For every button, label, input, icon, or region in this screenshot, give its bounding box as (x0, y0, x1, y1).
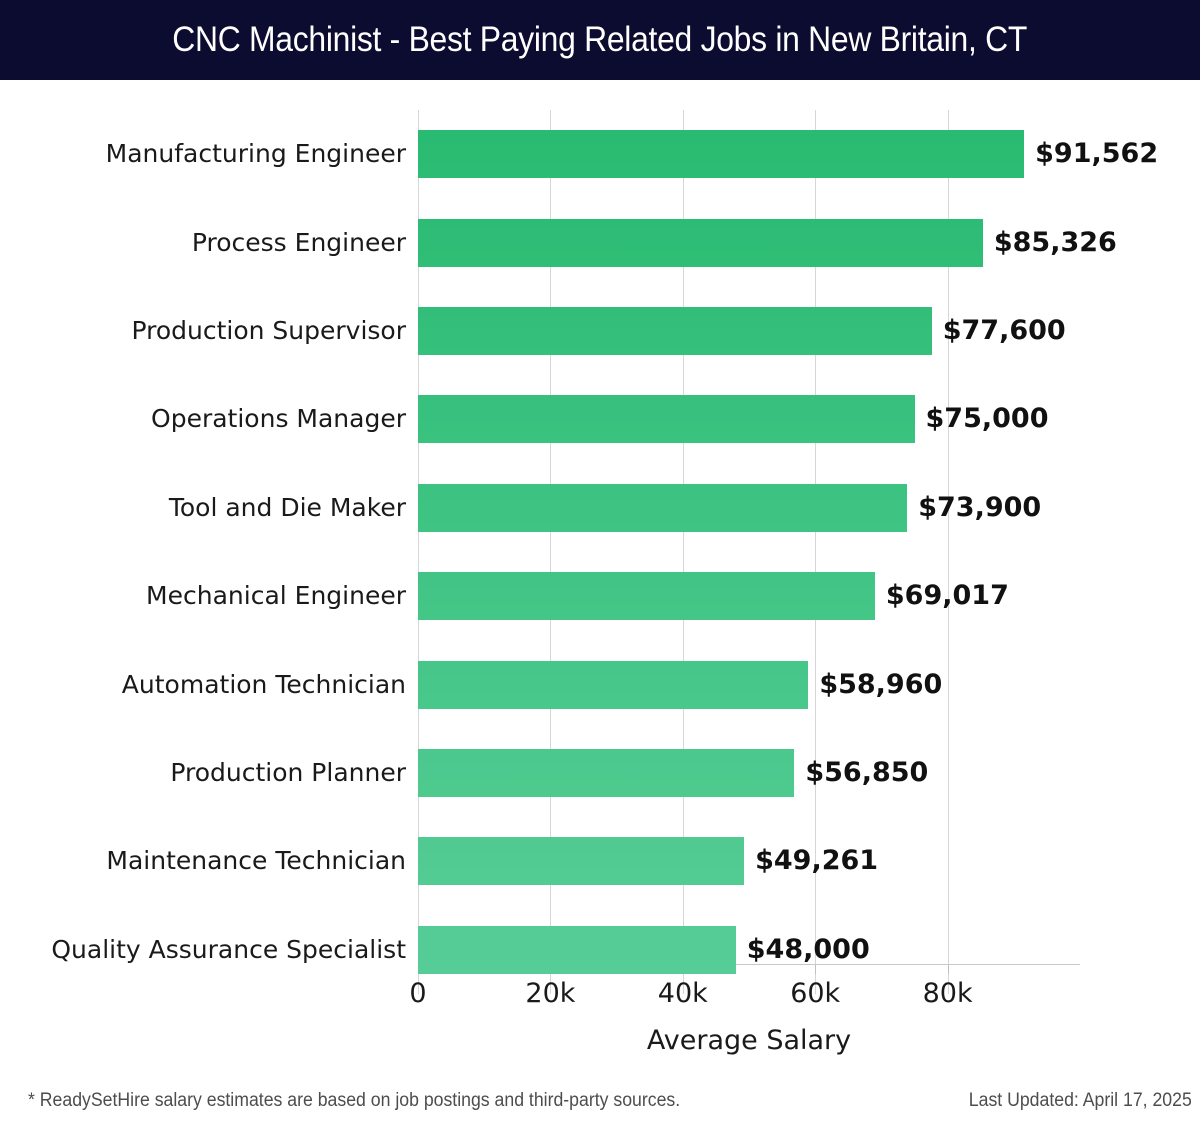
y-axis-category-label: Manufacturing Engineer (105, 139, 406, 169)
bar-value-label: $48,000 (746, 933, 870, 965)
chart-header-bar: CNC Machinist - Best Paying Related Jobs… (0, 0, 1200, 80)
bar[interactable] (418, 218, 983, 267)
gridline (947, 110, 949, 994)
y-axis-category-label: Production Planner (170, 758, 406, 787)
gridline (682, 110, 684, 994)
bar[interactable] (418, 572, 875, 621)
bar[interactable] (418, 925, 736, 974)
x-axis-tick-label: 20k (525, 978, 576, 1009)
y-axis-category-label: Quality Assurance Specialist (51, 934, 406, 964)
y-axis-category-label: Automation Technician (121, 669, 406, 699)
x-axis-tick (815, 965, 817, 974)
y-axis-category-label: Process Engineer (191, 227, 406, 257)
bar-row[interactable]: $91,562 (418, 130, 1200, 179)
x-axis-tick (947, 965, 949, 974)
bar-row[interactable]: $85,326 (418, 218, 1200, 267)
bar-value-label: $91,562 (1035, 138, 1159, 170)
plot-area (418, 110, 1080, 994)
bar-value-label: $75,000 (925, 403, 1049, 435)
bar[interactable] (418, 837, 745, 886)
footer-last-updated: Last Updated: April 17, 2025 (968, 1090, 1192, 1111)
bar-row[interactable]: $75,000 (418, 395, 1200, 444)
bar-value-label: $56,850 (805, 757, 929, 788)
y-axis-category-label: Operations Manager (151, 404, 406, 434)
x-axis-title: Average Salary (646, 1025, 852, 1056)
y-axis-category-labels: Manufacturing Engineer Process Engineer Pr… (0, 110, 418, 994)
bar[interactable] (418, 130, 1025, 179)
y-axis-category-label: Production Supervisor (131, 316, 406, 345)
bar[interactable] (418, 660, 809, 709)
y-axis-category-label: Maintenance Technician (106, 846, 406, 876)
bar[interactable] (418, 749, 795, 797)
x-axis-tick-label: 40k (657, 978, 708, 1009)
x-axis-tick-label: 80k (922, 978, 973, 1009)
x-axis-tick-label: 0 (409, 978, 427, 1009)
bar-value-label: $77,600 (942, 315, 1066, 346)
bar-row[interactable]: $77,600 (418, 307, 1200, 355)
bar-row[interactable]: $58,960 (418, 660, 1200, 709)
page-title: CNC Machinist - Best Paying Related Jobs… (172, 20, 1028, 59)
bar-value-label: $69,017 (885, 580, 1009, 612)
bar[interactable] (418, 307, 932, 355)
bar[interactable] (418, 483, 908, 532)
bar-chart: Manufacturing Engineer Process Engineer Pr… (0, 80, 1200, 1080)
footer-disclaimer: * ReadySetHire salary estimates are base… (28, 1090, 681, 1111)
bar-value-label: $49,261 (755, 845, 879, 877)
gridline (418, 110, 419, 994)
x-axis-tick-label: 60k (790, 978, 841, 1009)
bar[interactable] (418, 395, 915, 444)
bar-value-label: $73,900 (918, 491, 1042, 523)
y-axis-category-label: Tool and Die Maker (168, 492, 406, 522)
gridline (550, 110, 552, 994)
bar-row[interactable]: $49,261 (418, 837, 1200, 886)
bar-value-label: $85,326 (993, 226, 1117, 258)
bar-row[interactable]: $48,000 (418, 925, 1200, 974)
bar-row[interactable]: $56,850 (418, 749, 1200, 797)
gridline (815, 110, 817, 994)
bar-row[interactable]: $73,900 (418, 483, 1200, 532)
bar-value-label: $58,960 (819, 668, 943, 700)
bar-row[interactable]: $69,017 (418, 572, 1200, 621)
chart-footer: * ReadySetHire salary estimates are base… (0, 1090, 1200, 1130)
x-axis-line (418, 964, 1080, 965)
y-axis-category-label: Mechanical Engineer (146, 581, 406, 611)
